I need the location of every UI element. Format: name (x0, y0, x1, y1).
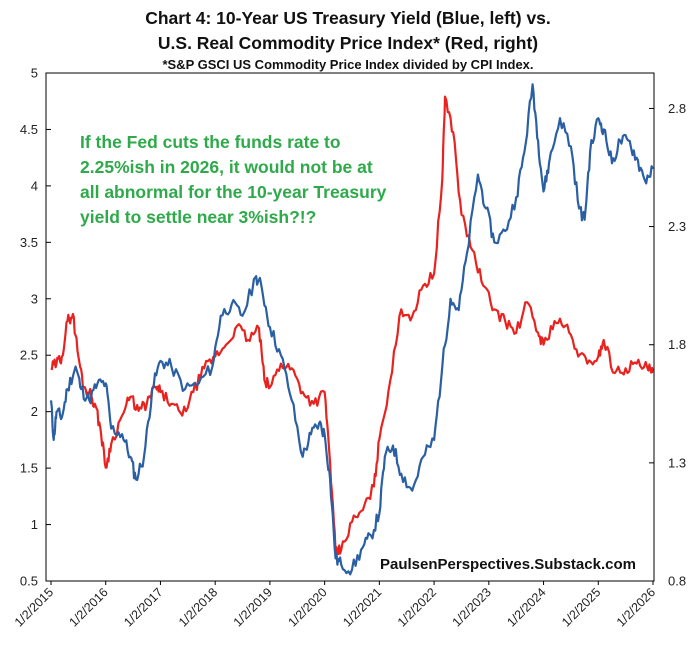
right-tick-label: 2.8 (668, 101, 686, 116)
x-tick-label: 1/2/2019 (231, 585, 275, 629)
left-tick-label: 5 (31, 66, 38, 81)
x-tick-label: 1/2/2018 (176, 585, 220, 629)
left-tick-label: 0.5 (20, 574, 38, 589)
right-tick-label: 1.3 (668, 455, 686, 470)
x-tick-label: 1/2/2015 (12, 585, 56, 629)
x-axis: 1/2/2015 1/2/2016 1/2/2017 1/2/2018 1/2/2019… (12, 581, 658, 630)
left-tick-label: 2 (31, 404, 38, 419)
left-tick-label: 1 (31, 517, 38, 532)
annotation-line4: yield to settle near 3%ish?!? (80, 207, 316, 227)
x-tick-label: 1/2/2021 (340, 585, 384, 629)
right-tick-label: 0.8 (668, 574, 686, 589)
left-axis: 0.5 1 1.5 2 2.5 3 3.5 4 4.5 5 (20, 66, 51, 589)
x-tick-label: 1/2/2025 (559, 585, 603, 629)
x-tick-label: 1/2/2016 (67, 585, 111, 629)
chart-title-line2: U.S. Real Commodity Price Index* (Red, r… (158, 33, 538, 53)
x-tick-label: 1/2/2017 (121, 585, 165, 629)
annotation-line3: all abnormal for the 10-year Treasury (80, 182, 387, 202)
right-axis: 0.8 1.3 1.8 2.3 2.8 (649, 101, 686, 589)
right-tick-label: 2.3 (668, 219, 686, 234)
annotation-text: If the Fed cuts the funds rate to 2.25%i… (80, 132, 387, 227)
treasury-yield-line (49, 83, 654, 576)
x-tick-label: 1/2/2020 (285, 585, 329, 629)
chart-subtitle: *S&P GSCI US Commodity Price Index divid… (162, 57, 533, 72)
annotation-line1: If the Fed cuts the funds rate to (80, 132, 341, 152)
x-tick-label: 1/2/2026 (614, 585, 658, 629)
source-credit: PaulsenPerspectives.Substack.com (380, 556, 636, 573)
left-tick-label: 4 (31, 178, 38, 193)
series-layer (49, 83, 655, 576)
left-tick-label: 2.5 (20, 348, 38, 363)
left-tick-label: 3 (31, 291, 38, 306)
left-tick-label: 1.5 (20, 461, 38, 476)
right-tick-label: 1.8 (668, 337, 686, 352)
commodity-index-line (50, 95, 655, 556)
left-tick-label: 4.5 (20, 122, 38, 137)
x-tick-label: 1/2/2022 (395, 585, 439, 629)
left-tick-label: 3.5 (20, 235, 38, 250)
annotation-line2: 2.25%ish in 2026, it would not be at (80, 157, 373, 177)
x-tick-label: 1/2/2023 (450, 585, 494, 629)
chart-title-line1: Chart 4: 10-Year US Treasury Yield (Blue… (145, 8, 551, 28)
plot-area-frame (45, 72, 655, 582)
x-tick-label: 1/2/2024 (504, 585, 548, 629)
